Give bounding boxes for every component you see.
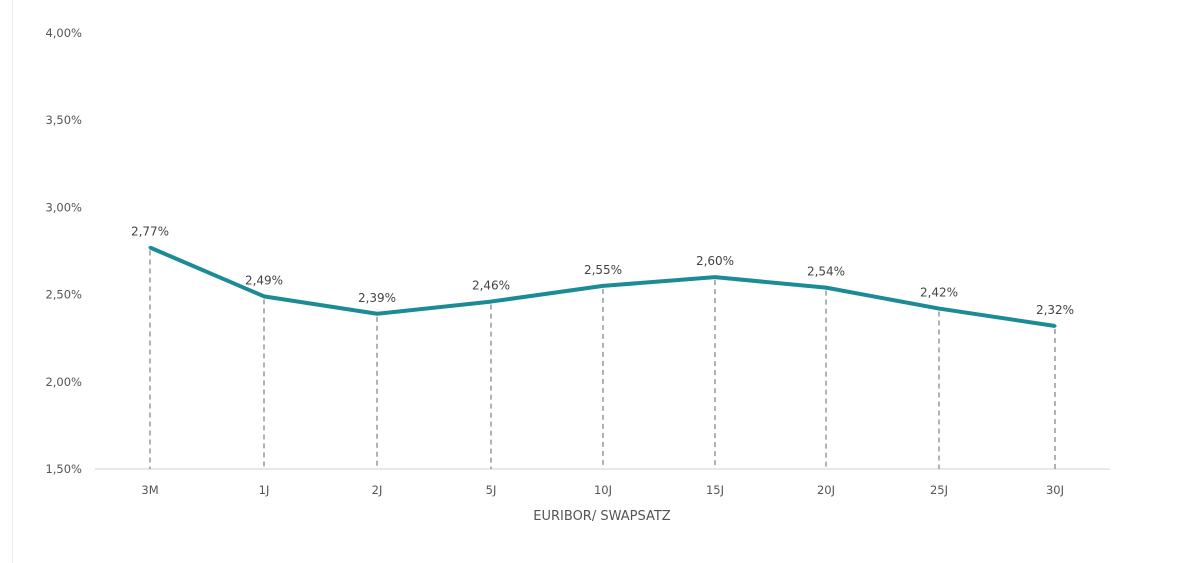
data-point: [262, 294, 266, 298]
data-point: [824, 286, 828, 290]
x-tick-label: 10J: [594, 483, 612, 497]
x-tick-label: 1J: [259, 483, 270, 497]
data-point: [713, 275, 717, 279]
data-label: 2,46%: [472, 279, 510, 293]
y-tick-label: 4,00%: [45, 26, 82, 40]
data-label: 2,32%: [1036, 303, 1074, 317]
y-tick-label: 2,50%: [45, 288, 82, 302]
y-tick-label: 3,50%: [45, 113, 82, 127]
x-tick-label: 20J: [817, 483, 835, 497]
data-label: 2,55%: [584, 263, 622, 277]
x-tick-label: 2J: [372, 483, 383, 497]
data-point: [601, 284, 605, 288]
data-point: [148, 246, 152, 250]
x-tick-label: 3M: [141, 483, 158, 497]
data-point: [375, 312, 379, 316]
data-label: 2,77%: [131, 225, 169, 239]
y-tick-label: 2,00%: [45, 375, 82, 389]
x-axis-label: EURIBOR/ SWAPSATZ: [533, 509, 671, 524]
data-point: [937, 307, 941, 311]
x-tick-label: 30J: [1046, 483, 1064, 497]
x-tick-label: 25J: [930, 483, 948, 497]
data-label: 2,54%: [807, 265, 845, 279]
data-label: 2,60%: [696, 254, 734, 268]
data-label: 2,49%: [245, 273, 283, 287]
data-point: [489, 300, 493, 304]
y-tick-label: 3,00%: [45, 200, 82, 214]
y-tick-label: 1,50%: [45, 462, 82, 476]
data-label: 2,42%: [920, 286, 958, 300]
data-label: 2,39%: [358, 291, 396, 305]
data-point: [1053, 324, 1057, 328]
chart-frame: [12, 0, 1200, 563]
x-tick-label: 15J: [706, 483, 724, 497]
x-tick-label: 5J: [486, 483, 497, 497]
